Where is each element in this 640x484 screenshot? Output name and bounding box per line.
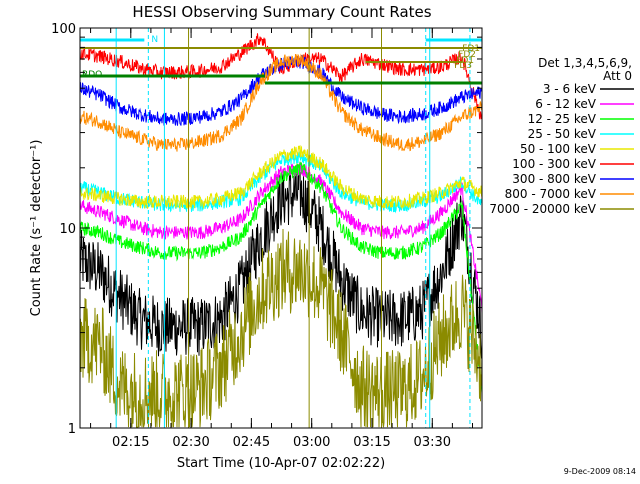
series-line-6-12-kev [80,162,482,314]
annotation-fd1-2: FD1 [462,44,480,54]
y-axis-label: Count Rate (s⁻¹ detector⁻¹) [29,140,44,317]
x-tick-label-3: 03:00 [293,435,330,450]
series-line-7000-20000-kev [80,228,482,428]
legend-label-4: 50 - 100 keV [520,142,597,156]
legend-label-0: 3 - 6 keV [543,82,597,96]
series-line-3-6-kev [80,164,482,359]
series-line-50-100-kev [80,144,482,210]
legend-label-5: 100 - 300 keV [512,157,596,171]
series-line-12-25-kev [80,161,482,393]
y-tick-label-2: 100 [51,22,76,37]
series-line-100-300-kev [80,33,482,120]
annotation-fd1-3: FD1 [456,56,474,66]
x-tick-label-2: 02:45 [233,435,270,450]
annotation-fd3-5: FD3 [454,61,472,71]
legend-label-1: 6 - 12 keV [535,97,597,111]
chart-title: HESSI Observing Summary Count Rates [132,3,431,21]
footer-timestamp: 9-Dec-2009 08:14 [564,467,636,476]
legend-header-line-1: Att 0 [603,69,632,83]
x-tick-label-5: 03:30 [414,435,451,450]
legend-label-2: 12 - 25 keV [528,112,597,126]
annotation-n-0: N [151,35,158,45]
legend-label-8: 7000 - 20000 keV [489,202,596,216]
annotation-rdo-1: RDO [82,70,102,80]
x-tick-label-1: 02:30 [172,435,209,450]
y-tick-label-0: 1 [68,422,76,437]
y-tick-label-1: 10 [59,222,76,237]
legend-header-line-0: Det 1,3,4,5,6,9, [538,56,632,70]
series-line-300-800-kev [80,54,482,126]
legend-label-6: 300 - 800 keV [512,172,596,186]
legend-label-7: 800 - 7000 keV [505,187,597,201]
x-tick-label-4: 03:15 [353,435,390,450]
x-tick-label-0: 02:15 [112,435,149,450]
series-line-800-7000-kev [80,53,482,152]
x-axis-label: Start Time (10-Apr-07 02:02:22) [177,456,385,471]
legend-label-3: 25 - 50 keV [528,127,597,141]
annotation-fd2-4: FD2 [458,50,476,60]
